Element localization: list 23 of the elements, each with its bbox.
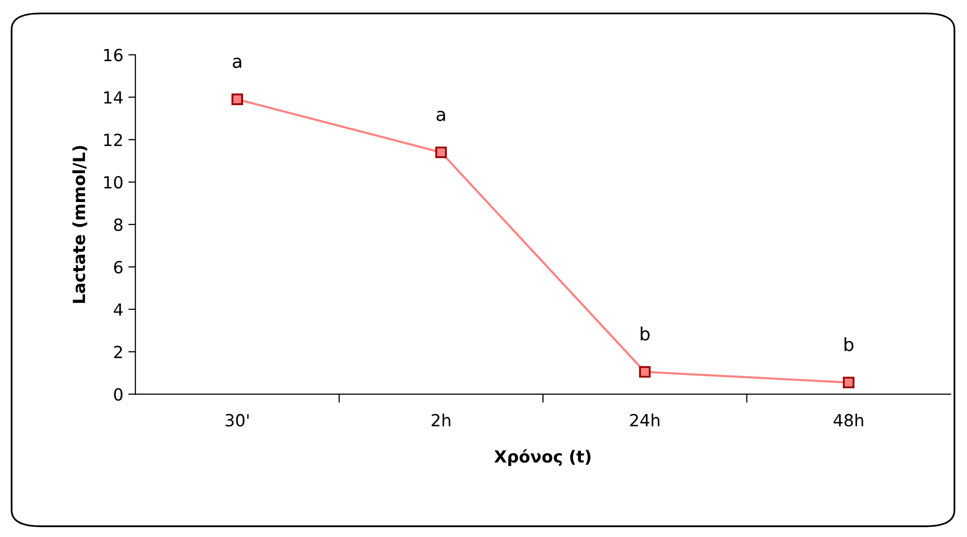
point — [232, 94, 244, 106]
x-tick-label: 30' — [226, 414, 249, 427]
x-tick-label: 48h — [834, 414, 864, 427]
x-tick-label: 2h — [432, 414, 450, 426]
y-axis-title: Lactate (mmol/L) — [72, 146, 88, 303]
y-tick-label: 6 — [114, 260, 123, 274]
x-axis-title: Χρόνος (t) — [494, 449, 590, 466]
y-tick-label: 8 — [114, 218, 122, 232]
point — [639, 366, 651, 378]
y-tick-label: 4 — [114, 303, 123, 316]
x-tick-label: 24h — [630, 414, 660, 426]
y-tick-label: 2 — [114, 346, 122, 358]
annotation: b — [640, 326, 650, 341]
y-tick-label: 10 — [104, 176, 122, 189]
y-tick-label: 12 — [104, 134, 122, 146]
y-tick-label: 0 — [114, 388, 122, 401]
point — [435, 146, 447, 158]
y-tick-label: 14 — [104, 91, 123, 104]
y-tick-label: 16 — [104, 48, 123, 62]
point — [842, 376, 854, 388]
annotation: a — [436, 110, 445, 122]
annotation: b — [844, 337, 854, 352]
annotation: a — [232, 58, 242, 68]
